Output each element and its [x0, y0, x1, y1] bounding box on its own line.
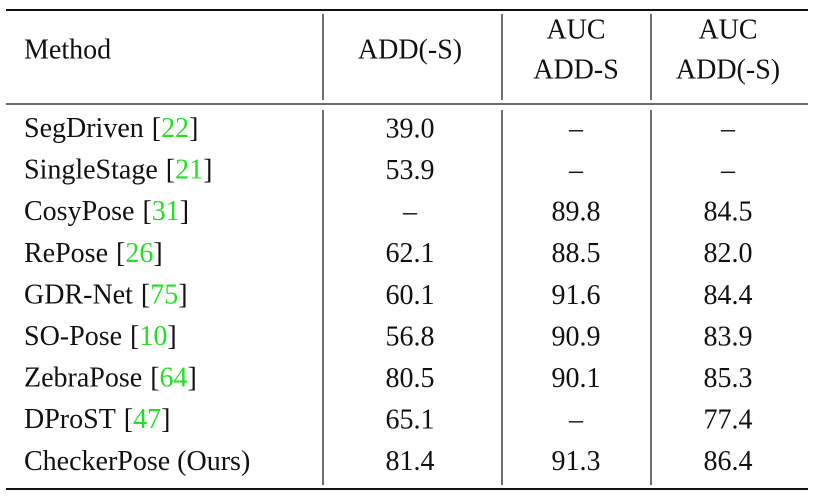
- method-cell: GDR-Net [75]: [24, 280, 188, 311]
- value-cell: 84.4: [704, 280, 753, 311]
- method-cell: ZebraPose [64]: [24, 363, 197, 394]
- value-cell: 53.9: [386, 155, 435, 186]
- value-cell: –: [568, 155, 584, 186]
- method-cell: CosyPose [31]: [24, 197, 189, 228]
- value-cell: 81.4: [386, 446, 435, 477]
- citation-bracket: ]: [203, 155, 212, 186]
- method-name: DProST: [24, 405, 116, 436]
- header-cell: ADD-S: [533, 54, 619, 85]
- method-name: ZebraPose: [24, 363, 142, 394]
- citation-bracket: [: [141, 280, 150, 311]
- value-cell: 89.8: [552, 197, 601, 228]
- citation-bracket: ]: [188, 363, 197, 394]
- value-cell: –: [402, 197, 418, 228]
- method-name: CheckerPose (Ours): [24, 446, 250, 477]
- value-cell: –: [568, 113, 584, 144]
- header-cell: ADD(-S): [358, 34, 462, 65]
- citation-bracket: [: [124, 405, 133, 436]
- value-cell: 60.1: [386, 280, 435, 311]
- value-cell: 83.9: [704, 321, 753, 352]
- value-cell: –: [720, 155, 736, 186]
- citation-bracket: [: [130, 321, 139, 352]
- value-cell: 88.5: [552, 238, 601, 269]
- value-cell: 82.0: [704, 238, 753, 269]
- citation-bracket: [: [150, 363, 159, 394]
- citation-bracket: ]: [153, 238, 162, 269]
- method-name: RePose: [24, 238, 108, 269]
- value-cell: –: [568, 405, 584, 436]
- value-cell: 86.4: [704, 446, 753, 477]
- citation-number[interactable]: 22: [161, 113, 189, 144]
- value-cell: –: [720, 113, 736, 144]
- citation-number[interactable]: 31: [152, 197, 180, 228]
- method-cell: CheckerPose (Ours): [24, 446, 250, 477]
- method-name: CosyPose: [24, 197, 134, 228]
- header-cell: ADD(-S): [676, 54, 780, 85]
- citation-bracket: [: [152, 113, 161, 144]
- citation-number[interactable]: 64: [160, 363, 188, 394]
- value-cell: 77.4: [704, 405, 753, 436]
- citation-number[interactable]: 10: [139, 321, 167, 352]
- value-cell: 39.0: [386, 113, 435, 144]
- citation-number[interactable]: 47: [133, 405, 161, 436]
- value-cell: 90.9: [552, 321, 601, 352]
- citation-bracket: ]: [161, 405, 170, 436]
- value-cell: 91.6: [552, 280, 601, 311]
- method-cell: SingleStage [21]: [24, 155, 212, 186]
- method-cell: SO-Pose [10]: [24, 321, 177, 352]
- header-cell: AUC: [546, 14, 605, 45]
- method-name: SegDriven: [24, 113, 144, 144]
- citation-bracket: [: [116, 238, 125, 269]
- value-cell: 56.8: [386, 321, 435, 352]
- value-cell: 84.5: [704, 197, 753, 228]
- method-cell: RePose [26]: [24, 238, 163, 269]
- citation-bracket: ]: [189, 113, 198, 144]
- citation-number[interactable]: 75: [150, 280, 178, 311]
- value-cell: 91.3: [552, 446, 601, 477]
- citation-bracket: [: [166, 155, 175, 186]
- header-cell: AUC: [698, 14, 757, 45]
- method-name: SO-Pose: [24, 321, 122, 352]
- value-cell: 65.1: [386, 405, 435, 436]
- value-cell: 85.3: [704, 363, 753, 394]
- citation-number[interactable]: 26: [125, 238, 153, 269]
- method-cell: DProST [47]: [24, 405, 170, 436]
- citation-bracket: [: [142, 197, 151, 228]
- citation-bracket: ]: [178, 280, 187, 311]
- citation-number[interactable]: 21: [175, 155, 203, 186]
- value-cell: 90.1: [552, 363, 601, 394]
- method-name: SingleStage: [24, 155, 158, 186]
- value-cell: 80.5: [386, 363, 435, 394]
- header-cell: Method: [24, 34, 111, 65]
- value-cell: 62.1: [386, 238, 435, 269]
- citation-bracket: ]: [180, 197, 189, 228]
- method-name: GDR-Net: [24, 280, 133, 311]
- method-cell: SegDriven [22]: [24, 113, 198, 144]
- citation-bracket: ]: [167, 321, 176, 352]
